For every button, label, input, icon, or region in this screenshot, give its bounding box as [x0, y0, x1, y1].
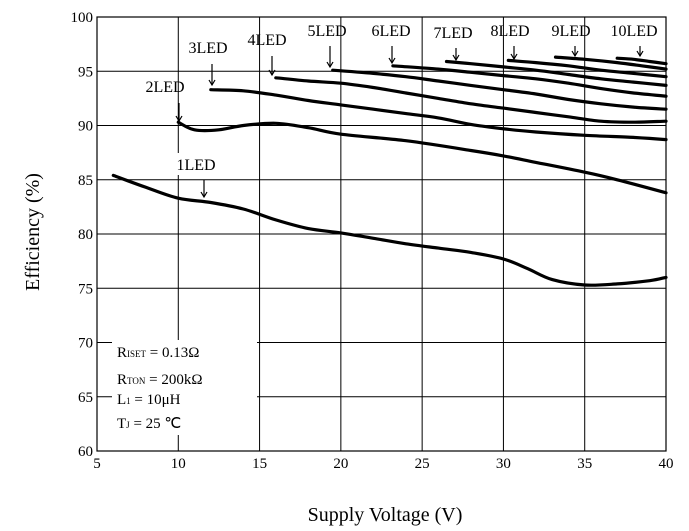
y-tick-label: 60 — [78, 444, 93, 460]
series-line-5led — [331, 68, 668, 111]
y-axis-label: Efficiency (%) — [22, 173, 44, 291]
condition-rset: RISET = 0.13Ω — [117, 345, 199, 361]
label-arrowhead — [571, 50, 579, 58]
label-arrowhead — [208, 79, 216, 87]
conditions-box: RISET = 0.13Ω RTON = 200kΩ L1 = 10μH TJ … — [112, 340, 257, 435]
y-tick-label: 80 — [78, 227, 93, 243]
label-arrowhead — [636, 50, 644, 58]
x-axis-label: Supply Voltage (V) — [308, 504, 463, 526]
conditions-backdrop — [112, 340, 257, 435]
series-label-6led: 6LED — [371, 23, 410, 40]
series-line-8led — [506, 58, 668, 79]
y-tick-label: 75 — [78, 281, 93, 297]
label-arrowhead — [268, 69, 276, 77]
y-tick-label: 95 — [78, 64, 93, 80]
label-backdrop — [166, 153, 236, 175]
label-arrowhead — [200, 191, 208, 199]
series-label-3led: 3LED — [188, 40, 227, 57]
y-tick-label: 65 — [78, 390, 93, 406]
x-tick-label: 35 — [577, 456, 592, 472]
condition-rton: RTON = 200kΩ — [117, 372, 202, 388]
condition-tj: TJ = 25 ℃ — [117, 416, 181, 432]
x-tick-label: 5 — [93, 456, 101, 472]
y-tick-label: 90 — [78, 119, 93, 135]
series-label-5led: 5LED — [307, 23, 346, 40]
series-curves — [111, 55, 668, 287]
label-arrowhead — [175, 115, 183, 123]
series-label-4led: 4LED — [247, 32, 286, 49]
label-arrowhead — [388, 57, 396, 65]
series-line-6led — [391, 64, 668, 98]
y-tick-label: 70 — [78, 336, 93, 352]
label-arrowhead — [452, 54, 460, 62]
series-line-2led — [176, 120, 668, 195]
x-tick-label: 10 — [171, 456, 186, 472]
series-line-7led — [444, 59, 668, 87]
tick-labels: 5 10 15 20 25 30 35 40 60 65 70 75 80 85 90 95 100 — [71, 10, 674, 472]
series-line-4led — [274, 76, 668, 124]
series-line-3led — [209, 88, 668, 142]
condition-l1: L1 = 10μH — [117, 392, 181, 408]
series-label-1led: 1LED — [176, 157, 215, 174]
series-label-9led: 9LED — [551, 23, 590, 40]
x-tick-label: 25 — [415, 456, 430, 472]
y-tick-label: 85 — [78, 173, 93, 189]
series-labels: 1LED 2LED 3LED 4LED 5LED 6LED 7LED 8LED 9LED 10LE… — [145, 23, 658, 199]
series-label-8led: 8LED — [490, 23, 529, 40]
label-arrowhead — [326, 61, 334, 69]
series-label-10led: 10LED — [610, 23, 657, 40]
plot-frame — [96, 16, 667, 452]
series-line-10led — [615, 56, 668, 66]
x-tick-label: 20 — [333, 456, 348, 472]
x-tick-label: 15 — [252, 456, 267, 472]
series-label-2led: 2LED — [145, 79, 184, 96]
series-line-1led — [111, 173, 668, 287]
x-tick-label: 30 — [496, 456, 511, 472]
y-tick-label: 100 — [71, 10, 94, 26]
label-arrowhead — [510, 53, 518, 61]
x-tick-label: 40 — [659, 456, 674, 472]
series-line-9led — [553, 55, 668, 71]
series-label-7led: 7LED — [433, 25, 472, 42]
